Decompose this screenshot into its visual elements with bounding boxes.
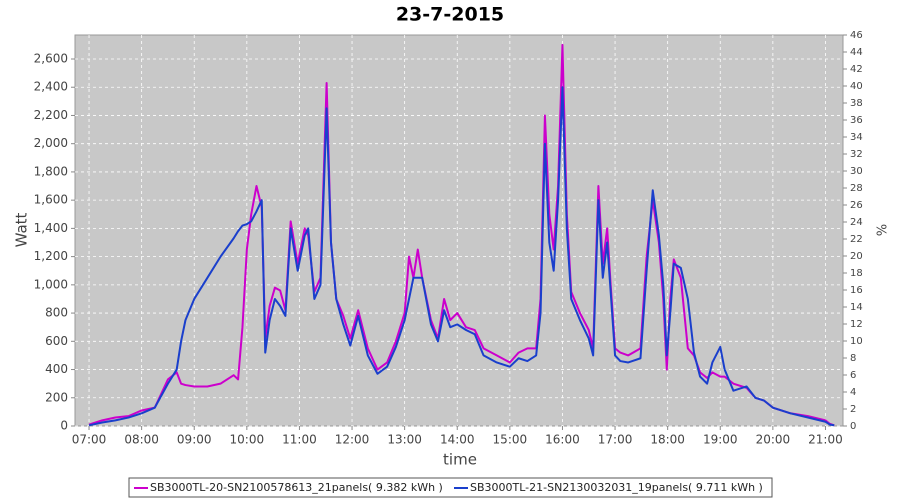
chart-title: 23-7-2015	[396, 4, 504, 26]
y2-tick-label: 12	[850, 319, 863, 330]
y2-tick-label: 16	[850, 285, 863, 296]
y-tick-label: 1,800	[34, 164, 68, 178]
y2-tick-label: 4	[850, 387, 856, 398]
y-tick-label: 0	[60, 419, 68, 433]
y-tick-label: 1,600	[34, 193, 68, 207]
y2-tick-label: 36	[850, 115, 863, 126]
y2-tick-label: 38	[850, 98, 863, 109]
legend-label: SB3000TL-21-SN2130032031_19panels( 9.711…	[470, 481, 763, 494]
y-tick-label: 800	[45, 306, 68, 320]
x-tick-label: 07:00	[72, 433, 107, 447]
x-tick-label: 09:00	[177, 433, 212, 447]
y-tick-label: 200	[45, 390, 68, 404]
y-tick-label: 1,400	[34, 221, 68, 235]
y-axis-label: Watt	[13, 212, 31, 247]
y2-tick-label: 0	[850, 421, 856, 432]
x-tick-label: 21:00	[808, 433, 843, 447]
x-tick-label: 19:00	[703, 433, 738, 447]
y-tick-label: 1,200	[34, 249, 68, 263]
y2-tick-label: 6	[850, 370, 856, 381]
plot-area	[74, 34, 844, 427]
x-tick-label: 14:00	[440, 433, 475, 447]
y-tick-label: 400	[45, 362, 68, 376]
y-tick-label: 2,000	[34, 136, 68, 150]
x-tick-label: 08:00	[124, 433, 159, 447]
x-tick-label: 20:00	[756, 433, 791, 447]
y2-tick-label: 22	[850, 234, 863, 245]
y2-tick-label: 24	[850, 217, 863, 228]
y2-tick-label: 46	[850, 30, 863, 41]
y2-tick-label: 44	[850, 47, 863, 58]
y-tick-label: 2,400	[34, 80, 68, 94]
series-line	[88, 86, 835, 427]
x-tick-label: 10:00	[230, 433, 265, 447]
x-tick-label: 15:00	[493, 433, 528, 447]
y2-tick-label: 34	[850, 132, 863, 143]
series-line	[88, 43, 835, 427]
y2-tick-label: 42	[850, 64, 863, 75]
y2-tick-label: 40	[850, 81, 863, 92]
y-tick-label: 2,200	[34, 108, 68, 122]
y2-tick-label: 18	[850, 268, 863, 279]
y2-tick-label: 10	[850, 336, 863, 347]
x-tick-label: 18:00	[650, 433, 685, 447]
y-tick-label: 2,600	[34, 51, 68, 65]
y2-tick-label: 28	[850, 183, 863, 194]
y2-tick-label: 26	[850, 200, 863, 211]
x-tick-label: 11:00	[282, 433, 317, 447]
x-tick-label: 12:00	[335, 433, 370, 447]
y2-axis-label: %	[873, 224, 888, 236]
legend-label: SB3000TL-20-SN2100578613_21panels( 9.382…	[150, 481, 443, 494]
x-tick-label: 17:00	[598, 433, 633, 447]
y2-tick-label: 30	[850, 166, 863, 177]
x-tick-label: 13:00	[387, 433, 422, 447]
y2-tick-label: 2	[850, 404, 856, 415]
y-tick-label: 600	[45, 334, 68, 348]
y2-tick-label: 32	[850, 149, 863, 160]
x-tick-label: 16:00	[545, 433, 580, 447]
y2-tick-label: 14	[850, 302, 863, 313]
legend-box	[128, 477, 773, 498]
y-tick-label: 1,000	[34, 277, 68, 291]
y2-tick-label: 8	[850, 353, 856, 364]
y2-tick-label: 20	[850, 251, 863, 262]
x-axis-label: time	[443, 451, 477, 469]
